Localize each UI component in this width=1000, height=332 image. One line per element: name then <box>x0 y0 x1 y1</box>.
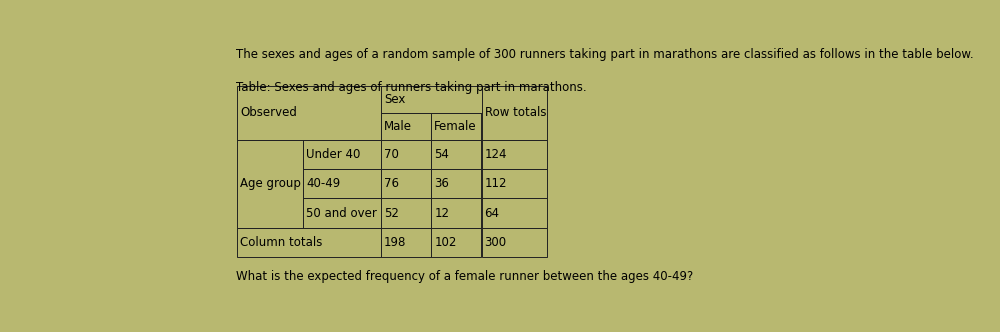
Bar <box>381 169 431 198</box>
Text: Age group: Age group <box>240 177 301 190</box>
Bar <box>482 139 547 169</box>
Text: The sexes and ages of a random sample of 300 runners taking part in marathons ar: The sexes and ages of a random sample of… <box>236 47 973 60</box>
Text: Under 40: Under 40 <box>306 148 361 161</box>
Bar <box>381 139 431 169</box>
Bar <box>431 139 481 169</box>
Text: Sex: Sex <box>384 93 405 106</box>
Text: Column totals: Column totals <box>240 236 323 249</box>
Bar <box>381 113 431 139</box>
Bar <box>482 198 547 228</box>
Bar <box>381 228 431 257</box>
Text: 70: 70 <box>384 148 399 161</box>
Text: Row totals: Row totals <box>485 106 546 119</box>
Bar <box>482 86 547 139</box>
Bar <box>237 139 303 228</box>
Bar <box>237 86 381 139</box>
Text: 198: 198 <box>384 236 406 249</box>
Text: 112: 112 <box>485 177 507 190</box>
Text: 36: 36 <box>434 177 449 190</box>
Text: 54: 54 <box>434 148 449 161</box>
Bar <box>303 198 381 228</box>
Bar <box>431 198 481 228</box>
Text: 76: 76 <box>384 177 399 190</box>
Text: 300: 300 <box>485 236 507 249</box>
Bar <box>482 169 547 198</box>
Bar <box>482 228 547 257</box>
Text: 64: 64 <box>485 207 500 219</box>
Text: 40-49: 40-49 <box>306 177 341 190</box>
Bar <box>237 228 381 257</box>
Bar <box>381 198 431 228</box>
Text: 50 and over: 50 and over <box>306 207 377 219</box>
Text: Table: Sexes and ages of runners taking part in marathons.: Table: Sexes and ages of runners taking … <box>236 81 586 94</box>
Text: 12: 12 <box>434 207 449 219</box>
Bar <box>431 169 481 198</box>
Text: Female: Female <box>434 120 477 132</box>
Text: 124: 124 <box>485 148 507 161</box>
Bar <box>431 228 481 257</box>
Text: 102: 102 <box>434 236 457 249</box>
Text: What is the expected frequency of a female runner between the ages 40-49?: What is the expected frequency of a fema… <box>236 270 693 283</box>
Text: Observed: Observed <box>240 106 297 119</box>
Bar <box>303 139 381 169</box>
Bar <box>431 113 481 139</box>
Text: 52: 52 <box>384 207 399 219</box>
Bar <box>381 86 482 113</box>
Bar <box>303 169 381 198</box>
Text: Male: Male <box>384 120 412 132</box>
